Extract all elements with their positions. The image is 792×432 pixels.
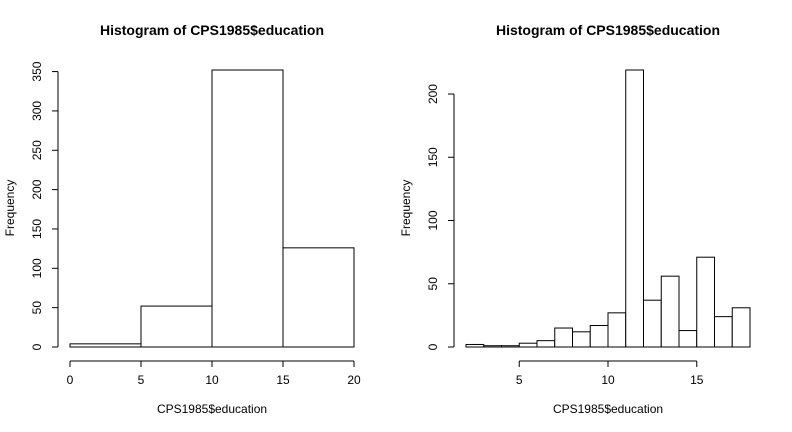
histogram-bar-right-9 — [625, 69, 644, 348]
y-axis-label-left: Frequency — [3, 180, 17, 237]
histogram-bar-right-2 — [501, 345, 520, 348]
histogram-bar-right-14 — [714, 316, 733, 348]
histogram-bar-right-3 — [518, 342, 538, 348]
histogram-bar-left-3 — [282, 247, 355, 348]
histogram-bar-right-6 — [572, 331, 591, 348]
x-axis-label-left: CPS1985$education — [157, 402, 267, 416]
x-axis-label-right: CPS1985$education — [553, 402, 663, 416]
x-tick-label-left-1: 5 — [138, 373, 145, 387]
x-axis-right: 5 10 15 — [516, 360, 704, 387]
x-tick-label-right-1: 10 — [601, 373, 615, 387]
bars-right — [465, 69, 751, 348]
histogram-panel-right: Histogram of CPS1985$education CPS1985$e… — [399, 22, 751, 416]
histogram-bar-right-5 — [554, 327, 573, 348]
x-tick-label-right-2: 15 — [690, 373, 704, 387]
y-tick-label-left-7: 350 — [30, 61, 44, 81]
y-tick-label-left-1: 50 — [30, 301, 44, 315]
histogram-bar-right-8 — [607, 312, 627, 348]
y-axis-label-right: Frequency — [399, 180, 413, 237]
y-axis-right: 0 50 100 150 200 — [426, 84, 455, 350]
histogram-bar-left-1 — [140, 305, 213, 348]
y-tick-label-right-2: 100 — [426, 210, 440, 230]
y-tick-label-right-1: 50 — [426, 277, 440, 291]
histogram-bar-right-4 — [536, 340, 556, 348]
histogram-bar-right-10 — [643, 299, 662, 348]
y-tick-label-left-5: 250 — [30, 140, 44, 160]
y-tick-label-left-6: 300 — [30, 101, 44, 121]
y-tick-label-right-4: 200 — [426, 84, 440, 104]
histogram-bar-right-15 — [731, 307, 751, 348]
histogram-bar-left-2 — [211, 69, 284, 348]
y-axis-left: 0 50 100 150 200 250 300 350 — [30, 61, 59, 350]
histogram-bar-right-1 — [483, 345, 502, 348]
y-tick-label-left-4: 200 — [30, 179, 44, 199]
x-axis-left: 0 5 10 15 20 — [67, 360, 361, 387]
y-tick-label-left-0: 0 — [30, 343, 44, 350]
bars-left — [69, 69, 355, 348]
chart-title-left: Histogram of CPS1985$education — [100, 22, 324, 38]
histogram-bar-right-12 — [678, 330, 698, 348]
x-tick-label-right-0: 5 — [516, 373, 523, 387]
y-tick-label-right-3: 150 — [426, 147, 440, 167]
chart-title-right: Histogram of CPS1985$education — [496, 22, 720, 38]
histogram-bar-right-11 — [660, 275, 680, 348]
histogram-panel-left: Histogram of CPS1985$education CPS1985$e… — [3, 22, 361, 416]
histogram-bar-left-0 — [69, 343, 142, 348]
y-tick-label-right-0: 0 — [426, 343, 440, 350]
x-tick-label-left-3: 15 — [276, 373, 290, 387]
x-tick-label-left-2: 10 — [205, 373, 219, 387]
x-tick-label-left-0: 0 — [67, 373, 74, 387]
y-tick-label-left-3: 150 — [30, 219, 44, 239]
x-tick-label-left-4: 20 — [347, 373, 361, 387]
y-tick-label-left-2: 100 — [30, 258, 44, 278]
histogram-bar-right-0 — [465, 343, 485, 348]
histogram-bar-right-13 — [696, 256, 715, 348]
histogram-bar-right-7 — [589, 324, 609, 348]
